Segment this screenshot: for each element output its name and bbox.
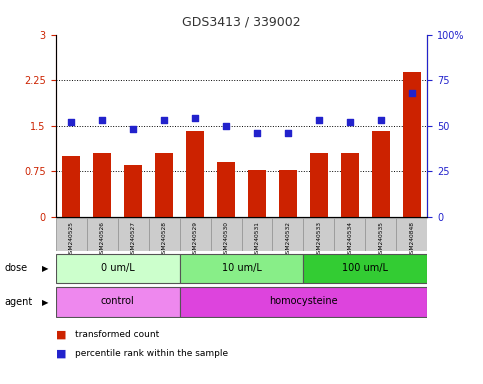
Text: GSM240530: GSM240530: [224, 221, 228, 257]
Text: 0 um/L: 0 um/L: [100, 263, 134, 273]
Bar: [56, 253, 180, 283]
Bar: [149, 218, 180, 251]
Text: dose: dose: [5, 263, 28, 273]
Point: [315, 117, 323, 123]
Bar: [341, 153, 359, 217]
Bar: [397, 218, 427, 251]
Bar: [242, 218, 272, 251]
Bar: [155, 153, 173, 217]
Text: GSM240533: GSM240533: [316, 221, 322, 257]
Point: [67, 119, 75, 125]
Bar: [403, 72, 421, 217]
Bar: [248, 170, 266, 217]
Bar: [303, 253, 427, 283]
Text: GSM240848: GSM240848: [410, 221, 414, 257]
Text: GSM240528: GSM240528: [161, 221, 167, 257]
Bar: [56, 287, 180, 317]
Bar: [93, 153, 112, 217]
Point: [129, 126, 137, 132]
Text: GSM240532: GSM240532: [285, 221, 290, 257]
Text: homocysteine: homocysteine: [269, 296, 338, 306]
Text: GSM240529: GSM240529: [193, 221, 198, 257]
Bar: [272, 218, 303, 251]
Bar: [180, 218, 211, 251]
Bar: [334, 218, 366, 251]
Bar: [180, 253, 303, 283]
Bar: [279, 170, 297, 217]
Bar: [366, 218, 397, 251]
Text: ▶: ▶: [42, 264, 48, 273]
Text: GSM240525: GSM240525: [69, 221, 73, 257]
Point: [284, 130, 292, 136]
Point: [253, 130, 261, 136]
Bar: [310, 153, 328, 217]
Text: control: control: [100, 296, 134, 306]
Bar: [211, 218, 242, 251]
Text: 100 um/L: 100 um/L: [342, 263, 388, 273]
Text: GSM240527: GSM240527: [130, 221, 136, 257]
Bar: [303, 218, 334, 251]
Text: agent: agent: [5, 297, 33, 307]
Bar: [186, 131, 204, 217]
Bar: [117, 218, 149, 251]
Bar: [180, 287, 427, 317]
Bar: [372, 131, 390, 217]
Point: [191, 116, 199, 122]
Text: 10 um/L: 10 um/L: [222, 263, 261, 273]
Text: GDS3413 / 339002: GDS3413 / 339002: [182, 15, 301, 28]
Text: transformed count: transformed count: [75, 330, 159, 339]
Bar: [62, 156, 80, 217]
Text: ■: ■: [56, 330, 66, 340]
Point: [408, 90, 416, 96]
Text: GSM240531: GSM240531: [255, 221, 259, 257]
Text: GSM240535: GSM240535: [379, 221, 384, 257]
Point: [160, 117, 168, 123]
Text: GSM240534: GSM240534: [347, 221, 353, 257]
Point: [98, 117, 106, 123]
Bar: [217, 162, 235, 217]
Text: GSM240526: GSM240526: [99, 221, 104, 257]
Point: [346, 119, 354, 125]
Bar: [124, 165, 142, 217]
Text: ■: ■: [56, 349, 66, 359]
Bar: [56, 218, 86, 251]
Point: [377, 117, 385, 123]
Point: [222, 123, 230, 129]
Text: ▶: ▶: [42, 298, 48, 306]
Bar: [86, 218, 117, 251]
Text: percentile rank within the sample: percentile rank within the sample: [75, 349, 228, 358]
